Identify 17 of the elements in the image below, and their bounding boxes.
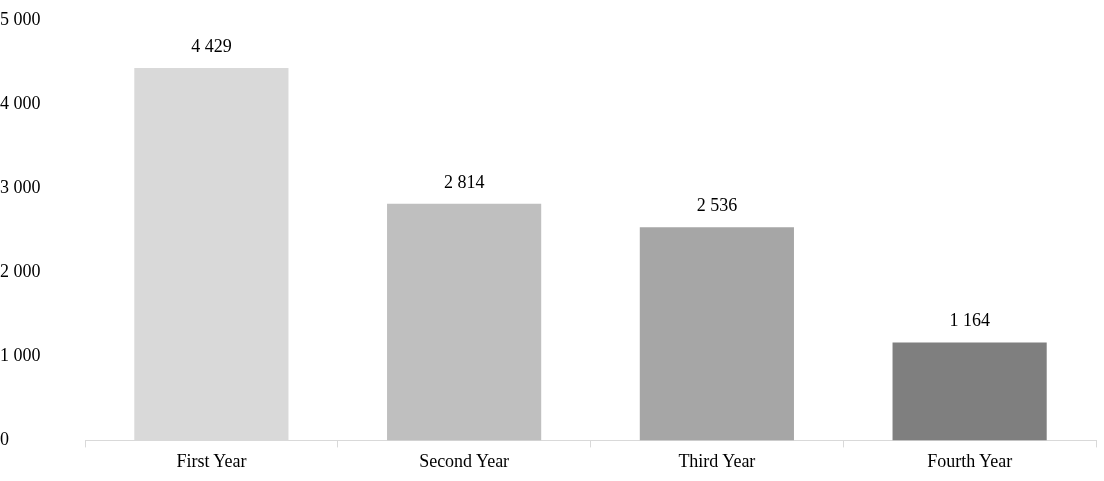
- y-tick-label: 4 000: [0, 92, 41, 113]
- data-label: 1 164: [949, 310, 990, 331]
- data-label: 2 536: [696, 194, 738, 215]
- data-label: 4 429: [191, 35, 232, 56]
- y-tick-label: 5 000: [0, 8, 41, 29]
- x-tick-label: Second Year: [419, 450, 510, 471]
- y-tick-label: 2 000: [0, 260, 41, 281]
- bar: [387, 203, 542, 441]
- data-label: 2 814: [443, 171, 485, 192]
- x-tick-label: Third Year: [678, 450, 756, 471]
- y-tick-label: 3 000: [0, 176, 41, 197]
- x-tick-label: First Year: [176, 450, 247, 471]
- y-tick-label: 0: [0, 429, 9, 450]
- y-tick-label: 1 000: [0, 345, 41, 366]
- bar: [639, 227, 794, 441]
- bar: [892, 342, 1047, 441]
- x-tick-label: Fourth Year: [927, 450, 1013, 471]
